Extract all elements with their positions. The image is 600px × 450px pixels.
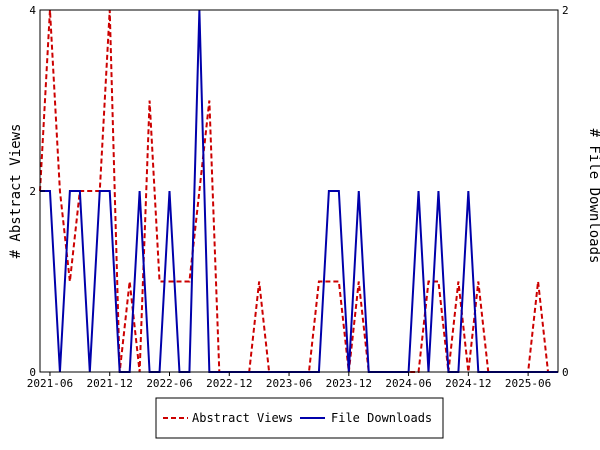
left-axis-title: # Abstract Views bbox=[8, 124, 24, 259]
right-tick-label: 0 bbox=[562, 366, 569, 379]
x-tick-label: 2025-06 bbox=[505, 377, 551, 390]
left-tick-label: 4 bbox=[29, 4, 36, 17]
x-tick-label: 2022-06 bbox=[146, 377, 192, 390]
x-tick-label: 2022-12 bbox=[206, 377, 252, 390]
legend-box bbox=[155, 397, 444, 439]
legend: Abstract Views File Downloads bbox=[155, 397, 444, 439]
left-tick-label: 0 bbox=[29, 366, 36, 379]
x-tick-label: 2023-06 bbox=[266, 377, 312, 390]
right-axis-title: # File Downloads bbox=[586, 129, 600, 264]
right-axis: 02 bbox=[553, 4, 569, 379]
x-axis: 2021-06 2021-12 2022-06 2022-12 2023-06 2023-… bbox=[27, 372, 551, 390]
left-axis: 0 2 4 bbox=[29, 4, 45, 379]
x-tick-label: 2021-06 bbox=[27, 377, 73, 390]
legend-label-file-downloads: File Downloads bbox=[331, 411, 432, 425]
legend-label-abstract-views: Abstract Views bbox=[192, 411, 293, 425]
x-tick-label: 2024-12 bbox=[445, 377, 491, 390]
x-tick-label: 2023-12 bbox=[326, 377, 372, 390]
right-tick-label: 2 bbox=[562, 4, 569, 17]
series-layer bbox=[39, 9, 558, 373]
x-tick-label: 2024-06 bbox=[385, 377, 431, 390]
x-tick-label: 2021-12 bbox=[87, 377, 133, 390]
series-line-abstract-views bbox=[39, 9, 550, 373]
series-line-file-downloads bbox=[40, 9, 558, 373]
left-tick-label: 2 bbox=[29, 185, 36, 198]
